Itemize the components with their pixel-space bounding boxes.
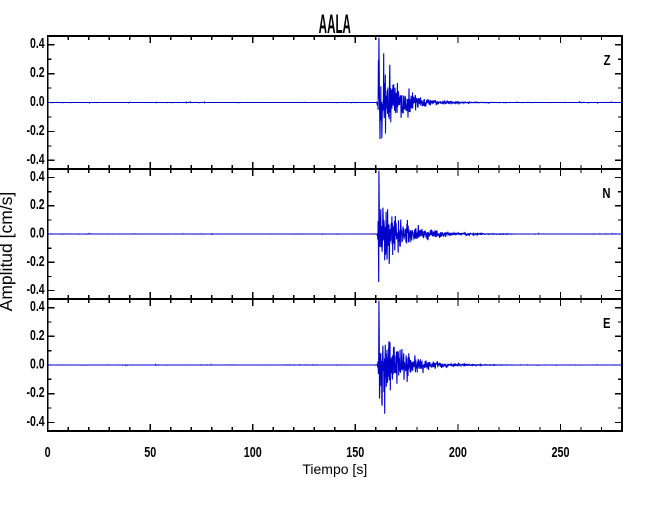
svg-text:AALA: AALA — [319, 10, 351, 40]
svg-text:100: 100 — [244, 443, 262, 460]
svg-text:0: 0 — [45, 443, 51, 460]
svg-text:-0.2: -0.2 — [27, 121, 45, 138]
svg-text:Tiempo [s]: Tiempo [s] — [302, 461, 367, 477]
svg-text:-0.4: -0.4 — [27, 150, 46, 167]
svg-text:150: 150 — [346, 443, 364, 460]
svg-text:50: 50 — [144, 443, 156, 460]
svg-text:0.2: 0.2 — [30, 63, 45, 80]
svg-text:-0.2: -0.2 — [27, 383, 45, 400]
svg-text:0.4: 0.4 — [30, 297, 45, 314]
svg-text:0.2: 0.2 — [30, 195, 45, 212]
svg-text:-0.2: -0.2 — [27, 252, 45, 269]
svg-text:250: 250 — [552, 443, 570, 460]
svg-text:200: 200 — [449, 443, 467, 460]
svg-text:0.4: 0.4 — [30, 34, 45, 51]
svg-text:N: N — [602, 184, 610, 201]
svg-text:0.0: 0.0 — [30, 224, 45, 241]
svg-text:0.0: 0.0 — [30, 92, 45, 109]
svg-text:Amplitud [cm/s]: Amplitud [cm/s] — [0, 192, 16, 312]
svg-text:0.2: 0.2 — [30, 326, 45, 343]
svg-text:-0.4: -0.4 — [27, 280, 46, 297]
svg-text:Z: Z — [604, 51, 611, 68]
svg-text:0.4: 0.4 — [30, 167, 45, 184]
svg-text:0.0: 0.0 — [30, 355, 45, 372]
svg-text:E: E — [603, 314, 611, 331]
svg-text:-0.4: -0.4 — [27, 412, 46, 429]
